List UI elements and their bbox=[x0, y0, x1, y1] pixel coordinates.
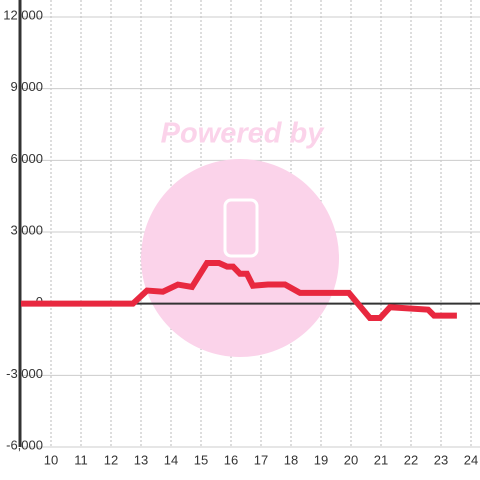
y-tick-label: -3,000 bbox=[6, 366, 43, 381]
x-tick-label: 14 bbox=[164, 452, 178, 467]
x-tick-label: 15 bbox=[194, 452, 208, 467]
watermark: Powered by bbox=[141, 118, 339, 357]
data-line bbox=[21, 260, 457, 321]
y-tick-label: 12,000 bbox=[3, 7, 43, 22]
x-tick-label: 21 bbox=[374, 452, 388, 467]
x-tick-label: 24 bbox=[464, 452, 478, 467]
x-tick-label: 16 bbox=[224, 452, 238, 467]
watermark-circle bbox=[141, 159, 339, 357]
y-tick-label: 3,000 bbox=[10, 222, 43, 237]
watermark-icon bbox=[223, 198, 259, 258]
x-tick-label: 22 bbox=[404, 452, 418, 467]
x-tick-label: 10 bbox=[44, 452, 58, 467]
x-tick-label: 13 bbox=[134, 452, 148, 467]
y-tick-label: -6,000 bbox=[6, 437, 43, 452]
x-tick-label: 19 bbox=[314, 452, 328, 467]
x-tick-label: 23 bbox=[434, 452, 448, 467]
x-tick-label: 12 bbox=[104, 452, 118, 467]
x-tick-label: 20 bbox=[344, 452, 358, 467]
y-tick-label: 9,000 bbox=[10, 79, 43, 94]
y-tick-label: 6,000 bbox=[10, 151, 43, 166]
x-tick-label: 17 bbox=[254, 452, 268, 467]
watermark-text: Powered by bbox=[161, 118, 326, 150]
x-tick-label: 18 bbox=[284, 452, 298, 467]
x-tick-label: 11 bbox=[74, 452, 88, 467]
